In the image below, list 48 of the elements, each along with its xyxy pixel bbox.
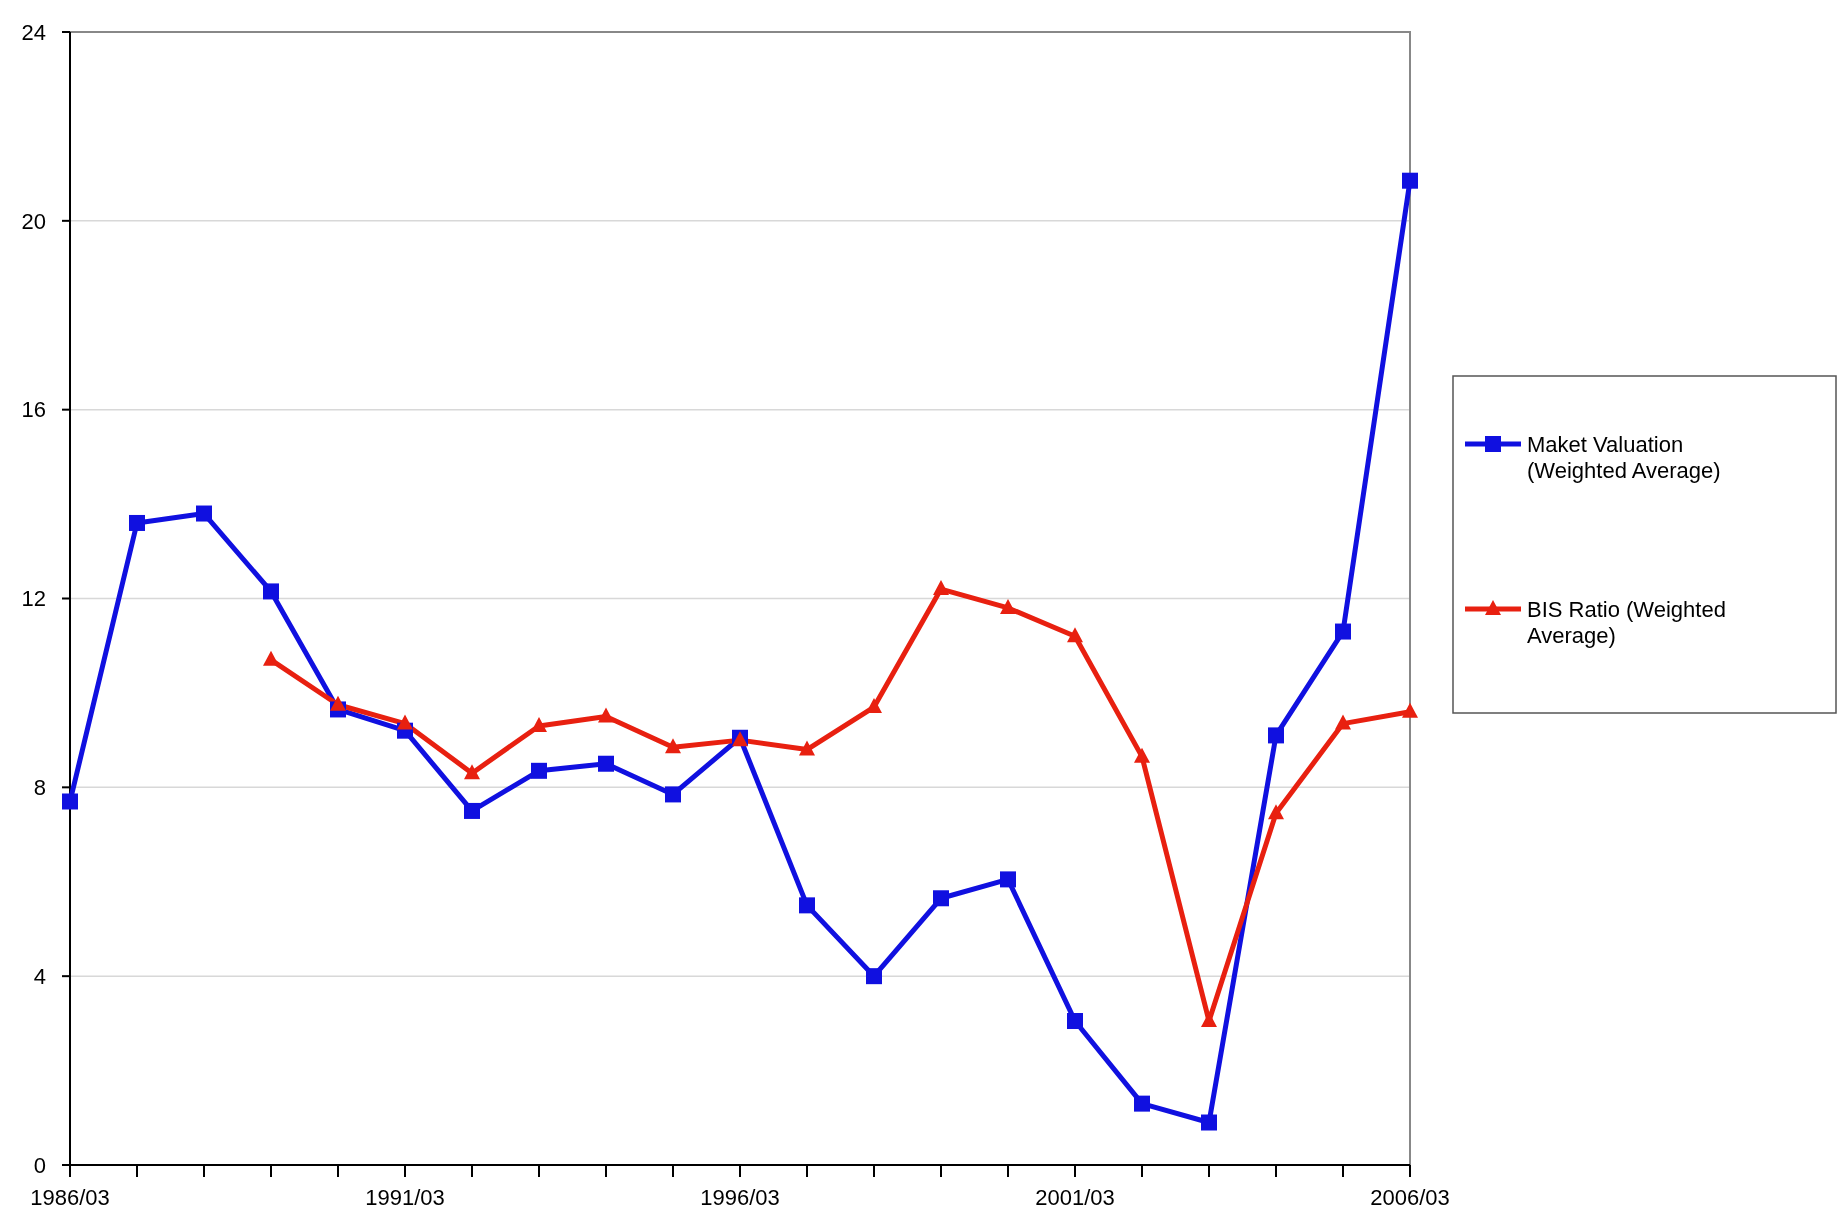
point xyxy=(531,716,547,732)
point xyxy=(1134,747,1150,763)
point xyxy=(665,786,681,803)
point xyxy=(62,793,78,810)
legend-label: BIS Ratio (Weighted Average) xyxy=(1527,596,1726,649)
point xyxy=(933,580,949,596)
point xyxy=(397,714,413,730)
x-tick-label: 1991/03 xyxy=(365,1185,445,1210)
point xyxy=(531,762,547,779)
point xyxy=(330,695,346,711)
point xyxy=(665,738,681,754)
x-tick-label: 1996/03 xyxy=(700,1185,780,1210)
point xyxy=(1402,702,1418,718)
legend-label: Maket Valuation (Weighted Average) xyxy=(1527,431,1721,484)
x-tick-label: 1986/03 xyxy=(30,1185,110,1210)
y-tick-label: 20 xyxy=(21,208,46,234)
point xyxy=(799,740,815,756)
x-tick-label: 2001/03 xyxy=(1035,1185,1115,1210)
point xyxy=(464,764,480,780)
point xyxy=(263,583,279,600)
point xyxy=(1000,871,1016,888)
point xyxy=(1268,727,1284,744)
point xyxy=(1067,627,1083,643)
y-tick-label: 12 xyxy=(21,586,46,612)
x-tick-label: 2006/03 xyxy=(1370,1185,1450,1210)
point xyxy=(866,968,882,985)
point xyxy=(464,802,480,819)
y-tick-label: 8 xyxy=(33,775,46,801)
point xyxy=(866,698,882,714)
point xyxy=(1335,714,1351,730)
point xyxy=(1402,172,1418,189)
point xyxy=(933,890,949,907)
y-tick-label: 0 xyxy=(33,1152,46,1178)
y-tick-label: 16 xyxy=(21,397,46,423)
point xyxy=(1000,598,1016,614)
point xyxy=(1067,1013,1083,1030)
point xyxy=(1201,1114,1217,1131)
point xyxy=(263,650,279,666)
y-tick-label: 4 xyxy=(33,963,46,989)
point xyxy=(799,897,815,914)
y-tick-label: 24 xyxy=(21,19,46,45)
point xyxy=(1268,804,1284,820)
point xyxy=(129,514,145,531)
point xyxy=(196,505,212,522)
point xyxy=(1335,623,1351,640)
point xyxy=(1134,1095,1150,1112)
point xyxy=(598,707,614,723)
point xyxy=(598,755,614,772)
